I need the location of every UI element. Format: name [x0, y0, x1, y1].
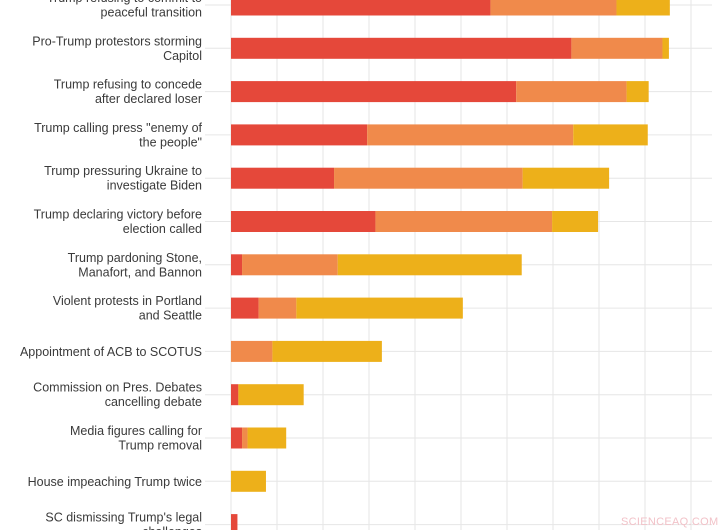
- category-label: election called: [123, 222, 202, 236]
- category-label: Manafort, and Bannon: [78, 265, 202, 279]
- bar-segment-2: [516, 81, 627, 103]
- bar-segment-3: [573, 124, 648, 146]
- category-label: Violent protests in Portland: [53, 294, 202, 308]
- bar-segment-3: [296, 297, 463, 319]
- bar-segment-3: [662, 37, 669, 59]
- bar-segment-2: [334, 167, 523, 189]
- bar-segment-2: [367, 124, 574, 146]
- category-label: Trump refusing to concede: [54, 78, 202, 92]
- category-label: and Seattle: [139, 309, 202, 323]
- bar-segment-3: [626, 81, 649, 103]
- bar-segment-1: [231, 384, 239, 406]
- category-label: Trump refusing to commit to: [47, 0, 202, 5]
- bar-segment-2: [231, 340, 273, 362]
- bar-segment-2: [490, 0, 617, 16]
- bar-segment-1: [231, 124, 368, 146]
- category-label: peaceful transition: [101, 6, 203, 20]
- bar-segment-3: [238, 384, 304, 406]
- bar-segment-1: [231, 297, 259, 319]
- category-label: Pro-Trump protestors storming: [32, 34, 202, 48]
- category-label: House impeaching Trump twice: [28, 475, 202, 489]
- bar-segment-1: [231, 514, 238, 530]
- category-label: the people": [139, 135, 202, 149]
- bar-segment-3: [272, 340, 382, 362]
- category-label: Media figures calling for: [70, 424, 202, 438]
- bar-segment-2: [571, 37, 663, 59]
- category-label: Trump pardoning Stone,: [68, 251, 202, 265]
- category-label: Trump declaring victory before: [34, 208, 202, 222]
- category-label: Trump calling press "enemy of: [34, 121, 202, 135]
- bar-segment-1: [231, 0, 491, 16]
- bar-segment-1: [231, 81, 517, 103]
- watermark: SCIENCEAQ.COM: [621, 516, 718, 528]
- category-label: Trump pressuring Ukraine to: [44, 164, 202, 178]
- bar-segment-2: [242, 254, 338, 276]
- bar-segment-1: [231, 254, 243, 276]
- bar-segment-3: [616, 0, 670, 16]
- bar-segment-1: [231, 427, 243, 449]
- bar-segment-3: [337, 254, 522, 276]
- bar-segment-1: [231, 37, 572, 59]
- bar-segment-2: [242, 427, 248, 449]
- bar-segment-1: [231, 211, 376, 232]
- bar-segment-3: [522, 167, 610, 189]
- bar-segment-1: [231, 167, 335, 189]
- category-label: Appointment of ACB to SCOTUS: [20, 345, 202, 359]
- category-label: investigate Biden: [107, 179, 202, 193]
- bars: [231, 0, 670, 530]
- bar-segment-3: [247, 427, 287, 449]
- category-label: Capitol: [163, 49, 202, 63]
- category-label: cancelling debate: [105, 395, 202, 409]
- bar-segment-2: [258, 297, 297, 319]
- category-label: Trump removal: [118, 439, 202, 453]
- category-label: challenges: [142, 525, 202, 530]
- bar-segment-3: [552, 211, 599, 232]
- category-label: after declared loser: [95, 92, 202, 106]
- category-labels: Trump refusing to commit topeaceful tran…: [20, 0, 203, 530]
- bar-segment-3: [231, 470, 266, 492]
- bar-segment-2: [375, 211, 553, 232]
- category-label: SC dismissing Trump's legal: [45, 511, 202, 525]
- category-label: Commission on Pres. Debates: [33, 381, 202, 395]
